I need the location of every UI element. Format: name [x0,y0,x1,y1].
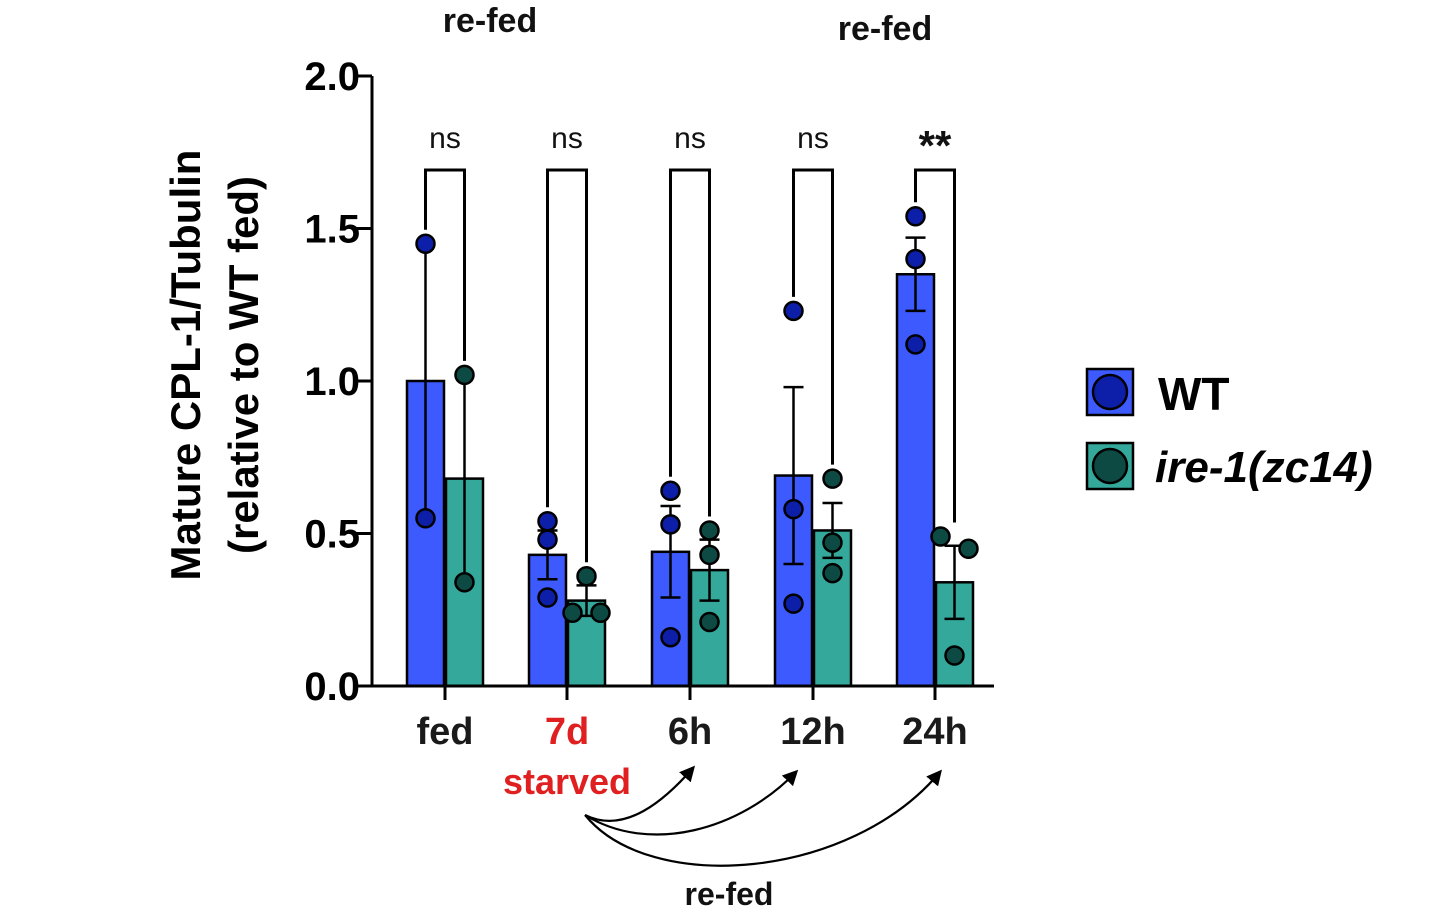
y-tick-label: 0.5 [304,513,360,557]
significance-label: ns [797,122,829,155]
legend-item-wt: WT [1085,367,1230,420]
data-points [415,206,979,666]
x-axis: fed 7d 6h 12h 24h [372,684,994,753]
data-point [537,587,558,608]
legend-dot-ire1 [1091,447,1129,485]
y-axis-title: Mature CPL-1/Tubulin (relative to WT fed… [162,150,267,581]
y-tick-label: 1.5 [304,208,360,252]
top-refed-label-right: re-fed [838,10,932,48]
data-point [454,364,475,386]
significance-bracket [546,168,588,563]
top-refed-label-left: re-fed [443,2,537,40]
data-point [537,529,558,550]
data-point [783,593,804,614]
data-point [415,508,436,529]
significance-bracket [424,168,466,361]
data-point [822,468,843,489]
y-axis-title-line-2: (relative to WT fed) [220,176,267,554]
data-point [537,511,558,532]
legend-dot-wt [1091,373,1129,411]
data-point [590,602,611,624]
data-point [699,611,720,633]
legend-label-ire1: ire-1(zc14) [1155,443,1373,492]
data-point [415,233,436,254]
significance-brackets: ns ns ns ns ** [424,122,956,563]
x-tick-label: 7d [545,711,589,753]
refed-bottom-label: re-fed [685,876,774,912]
x-tick-label: 6h [668,711,712,753]
data-point [958,538,979,559]
significance-label: ns [551,122,583,155]
legend-item-ire1: ire-1(zc14) [1085,441,1373,492]
starved-label: starved [503,761,631,802]
data-point [905,248,926,270]
significance-bracket [914,168,956,523]
significance-label: ns [429,122,461,155]
data-point [660,626,681,648]
data-point [783,300,804,322]
data-point [905,334,926,355]
data-point [562,602,583,624]
bars [405,273,975,688]
y-tick-label: 0.0 [304,665,360,709]
data-point [576,565,597,587]
x-tick-label: fed [417,711,474,753]
data-point [822,562,843,584]
data-point [822,532,843,553]
legend-label-wt: WT [1158,368,1230,420]
refed-arrows [584,765,942,867]
data-point [930,526,951,547]
significance-bracket [669,168,711,517]
data-point [699,520,720,541]
x-tick-label: 24h [902,711,967,753]
significance-label: ** [919,122,952,169]
data-point [660,514,681,535]
data-point [454,572,475,593]
arrow-to-24h [584,769,942,867]
significance-bracket [792,168,834,465]
x-tick-label: 12h [780,711,845,753]
y-axis: 0.0 0.5 1.0 1.5 2.0 [304,55,374,709]
arrow-to-12h [584,769,799,836]
data-point [660,480,681,502]
data-point [905,206,926,227]
significance-label: ns [674,122,706,155]
data-point [783,498,804,520]
data-point [944,645,965,666]
y-axis-title-line-1: Mature CPL-1/Tubulin [162,150,209,581]
y-tick-label: 2.0 [304,55,360,99]
y-tick-label: 1.0 [304,360,360,404]
data-point [699,544,720,566]
legend: WT ire-1(zc14) [1085,367,1373,492]
arrow-to-6h [584,765,696,822]
